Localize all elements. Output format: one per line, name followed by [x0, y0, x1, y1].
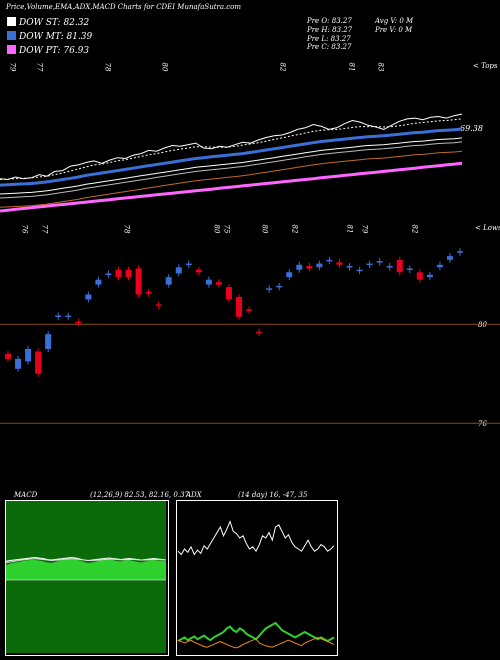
candle-body: [115, 269, 122, 278]
ema-long-line: [0, 161, 463, 213]
candle-body: [5, 353, 11, 359]
macd-plot: [5, 501, 167, 653]
candle-body: [326, 259, 333, 262]
candle-body: [276, 285, 283, 288]
legend-label-mt: DOW MT: 81.39: [19, 32, 93, 42]
candle-body: [25, 348, 32, 362]
ema-value-label: 69.38: [460, 124, 483, 133]
candle-body: [195, 269, 202, 273]
ema-band-line-1: [0, 141, 463, 199]
candle-body: [155, 304, 162, 306]
candle-body: [406, 268, 413, 271]
candle-body: [95, 279, 102, 285]
legend-swatch-mt: [7, 31, 16, 40]
candle-body: [75, 321, 82, 324]
ema-mid-line: [0, 127, 463, 187]
adx-panel: [176, 500, 338, 656]
ema-lines: [0, 113, 463, 213]
candle-body: [246, 309, 253, 311]
candle-body: [175, 267, 182, 274]
candle-body: [135, 268, 142, 295]
candle-body: [346, 266, 353, 268]
di-minus-line: [177, 636, 335, 649]
prev-open: Pre O: 83.27: [307, 17, 352, 25]
legend-swatch-pt: [7, 45, 16, 54]
adx-params: (14 day) 16, -47, 35: [238, 491, 308, 499]
candle-body: [446, 256, 453, 260]
candle-body: [356, 269, 363, 272]
legend-item-dow-mt: DOW MT: 81.39: [7, 31, 92, 42]
ema-band-line-2: [0, 150, 463, 208]
macd-label: MACD: [14, 491, 38, 499]
adx-label: ADX: [186, 491, 202, 499]
candle-body: [376, 261, 383, 263]
legend-label-pt: DOW PT: 76.93: [19, 46, 90, 56]
candle-body: [386, 266, 393, 268]
candle-body: [215, 282, 222, 285]
candle-body: [366, 263, 373, 266]
candlesticks: [5, 248, 463, 377]
candle-body: [416, 272, 423, 280]
candle-body: [266, 288, 273, 290]
candle-body: [426, 274, 433, 278]
level-lines: [0, 323, 500, 424]
candle-body: [296, 264, 303, 270]
candle-body: [205, 279, 212, 285]
lows-label: < Lows: [475, 224, 500, 232]
candle-body: [316, 263, 323, 268]
candle-body: [145, 292, 152, 294]
candle-body: [105, 273, 112, 275]
ema-band-line-0: [0, 137, 463, 195]
candle-body: [45, 334, 52, 349]
legend-label-st: DOW ST: 82.32: [19, 18, 90, 28]
candle-body: [436, 264, 443, 268]
prev-close: Pre C: 83.27: [307, 43, 352, 51]
candle-body: [15, 358, 22, 369]
legend-swatch-st: [7, 17, 16, 26]
candle-body: [236, 296, 243, 317]
candle-body: [306, 266, 313, 269]
ema-short-line: [0, 118, 463, 180]
candle-body: [457, 251, 463, 253]
legend-item-dow-pt: DOW PT: 76.93: [7, 45, 89, 56]
candle-body: [125, 269, 132, 278]
adx-line: [177, 520, 335, 556]
level-label-80: 80: [478, 321, 487, 330]
candle-body: [396, 259, 403, 273]
candle-body: [55, 315, 62, 318]
legend-item-dow-st: DOW ST: 82.32: [7, 17, 89, 28]
candle-body: [256, 331, 263, 334]
prev-low: Pre L: 83.27: [307, 35, 351, 43]
candle-body: [35, 351, 42, 374]
candle-body: [65, 315, 72, 318]
candle-body: [165, 277, 172, 285]
candle-body: [185, 263, 192, 266]
avg-volume: Avg V: 0 M: [375, 17, 414, 25]
candle-body: [225, 287, 232, 300]
price-line: [0, 113, 463, 181]
adx-plot: [177, 520, 335, 649]
candle-body: [336, 262, 343, 265]
level-label-76: 76: [478, 420, 487, 429]
macd-panel: [5, 500, 169, 656]
candle-body: [85, 294, 92, 300]
tops-label: < Tops: [473, 62, 498, 70]
prev-volume: Pre V: 0 M: [375, 26, 413, 34]
chart-title: Price,Volume,EMA,ADX,MACD Charts for CDE…: [6, 3, 242, 11]
macd-params: (12,26,9) 82.53, 82.16, 0.37: [90, 491, 189, 499]
signal-line: [5, 558, 167, 563]
macd-histogram-area: [6, 559, 166, 580]
candle-body: [286, 272, 293, 278]
prev-high: Pre H: 83.27: [307, 26, 353, 34]
